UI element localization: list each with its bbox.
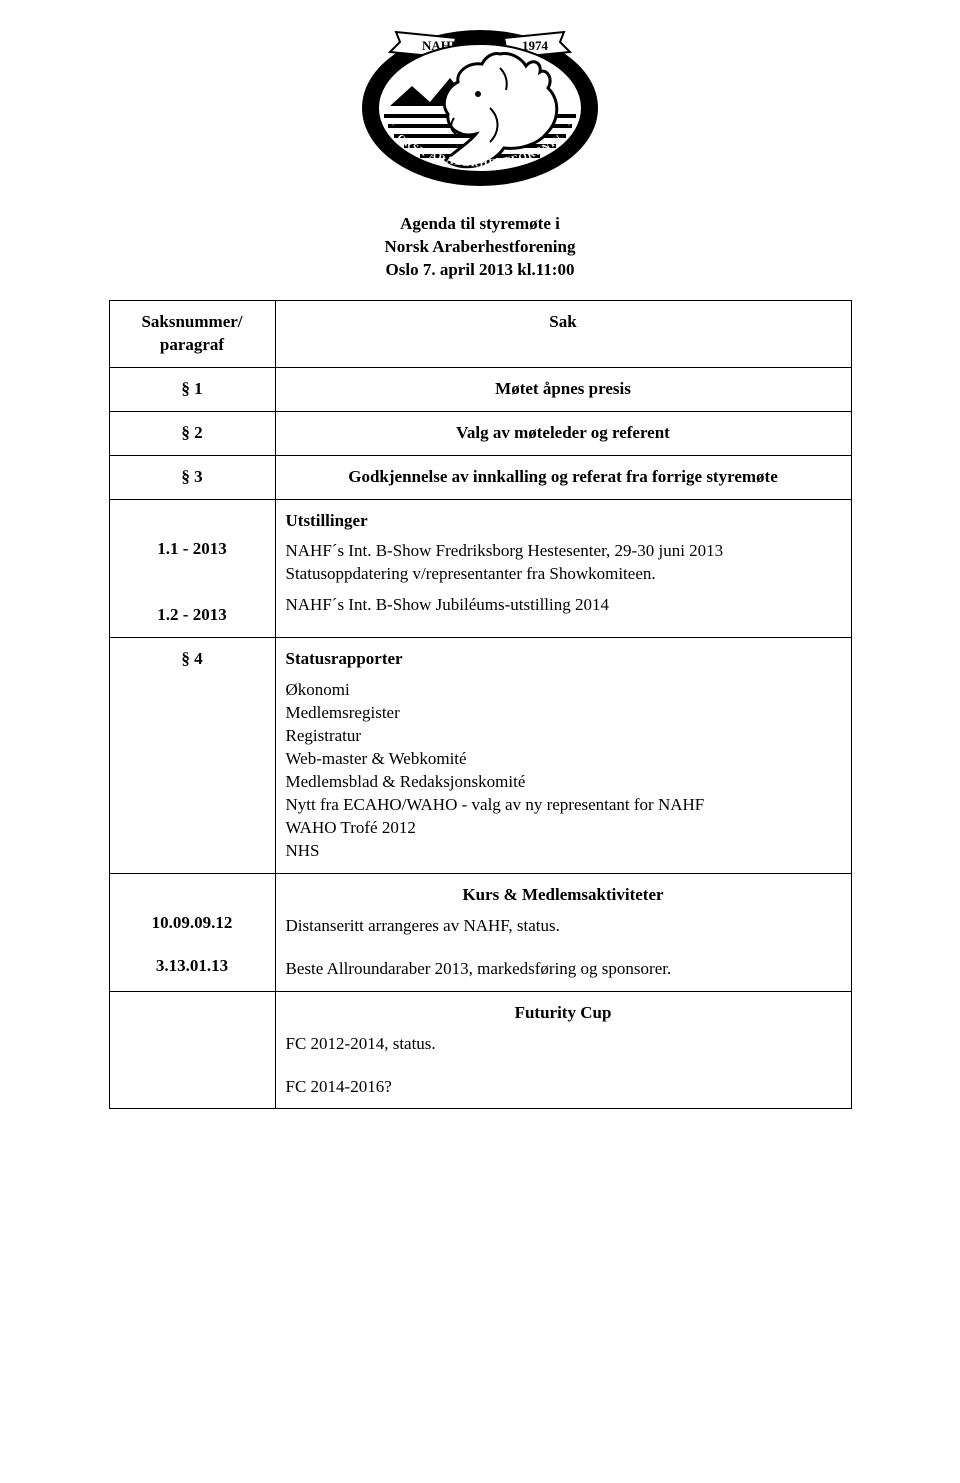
page-title: Agenda til styremøte i Norsk Araberhestf… <box>0 213 960 282</box>
table-row-kurs: 10.09.09.12 3.13.01.13 Kurs & Medlemsakt… <box>109 873 851 991</box>
row-num: 10.09.09.12 <box>120 912 265 935</box>
title-line-2: Norsk Araberhestforening <box>0 236 960 259</box>
item-num: § 1 <box>181 379 202 398</box>
item-text: Møtet åpnes presis <box>495 379 631 398</box>
item-text: Valg av møteleder og referent <box>456 423 670 442</box>
table-header-row: Saksnummer/ paragraf Sak <box>109 300 851 367</box>
row-text: FC 2014-2016? <box>286 1076 841 1099</box>
row-text: FC 2012-2014, status. <box>286 1033 841 1056</box>
logo-container: NAHF 1974 <box>0 0 960 199</box>
table-row: § 3 Godkjennelse av innkalling og refera… <box>109 455 851 499</box>
table-row-futurity: Futurity Cup FC 2012-2014, status. FC 20… <box>109 991 851 1109</box>
header-right: Sak <box>549 312 576 331</box>
agenda-table: Saksnummer/ paragraf Sak § 1 Møtet åpnes… <box>109 300 852 1110</box>
item-num: § 2 <box>181 423 202 442</box>
row-text: Beste Allroundaraber 2013, markedsføring… <box>286 958 841 981</box>
item-num: § 4 <box>181 649 202 668</box>
section-heading: Futurity Cup <box>286 1002 841 1025</box>
table-row-utstillinger: 1.1 - 2013 1.2 - 2013 Utstillinger NAHF´… <box>109 499 851 638</box>
item-num: § 3 <box>181 467 202 486</box>
header-left: Saksnummer/ paragraf <box>141 312 242 354</box>
section-heading: Kurs & Medlemsaktiviteter <box>286 884 841 907</box>
svg-text:✶: ✶ <box>388 115 398 129</box>
row-text: Distanseritt arrangeres av NAHF, status. <box>286 915 841 938</box>
item-text: Godkjennelse av innkalling og referat fr… <box>348 467 778 486</box>
title-line-3: Oslo 7. april 2013 kl.11:00 <box>0 259 960 282</box>
table-row: § 1 Møtet åpnes presis <box>109 367 851 411</box>
row-text: NAHF´s Int. B-Show Jubiléums-utstilling … <box>286 594 841 617</box>
svg-text:✶: ✶ <box>564 115 574 129</box>
row-num: 3.13.01.13 <box>120 955 265 978</box>
title-line-1: Agenda til styremøte i <box>0 213 960 236</box>
section-heading: Statusrapporter <box>286 648 841 671</box>
row-text: NAHF´s Int. B-Show Fredriksborg Hestesen… <box>286 540 841 586</box>
row-num: 1.1 - 2013 <box>120 538 265 561</box>
org-logo: NAHF 1974 <box>350 8 610 199</box>
section-heading: Utstillinger <box>286 510 841 533</box>
table-row: § 2 Valg av møteleder og referent <box>109 411 851 455</box>
status-lines: Økonomi Medlemsregister Registratur Web-… <box>286 679 841 863</box>
row-num: 1.2 - 2013 <box>120 604 265 627</box>
table-row-status: § 4 Statusrapporter Økonomi Medlemsregis… <box>109 638 851 873</box>
